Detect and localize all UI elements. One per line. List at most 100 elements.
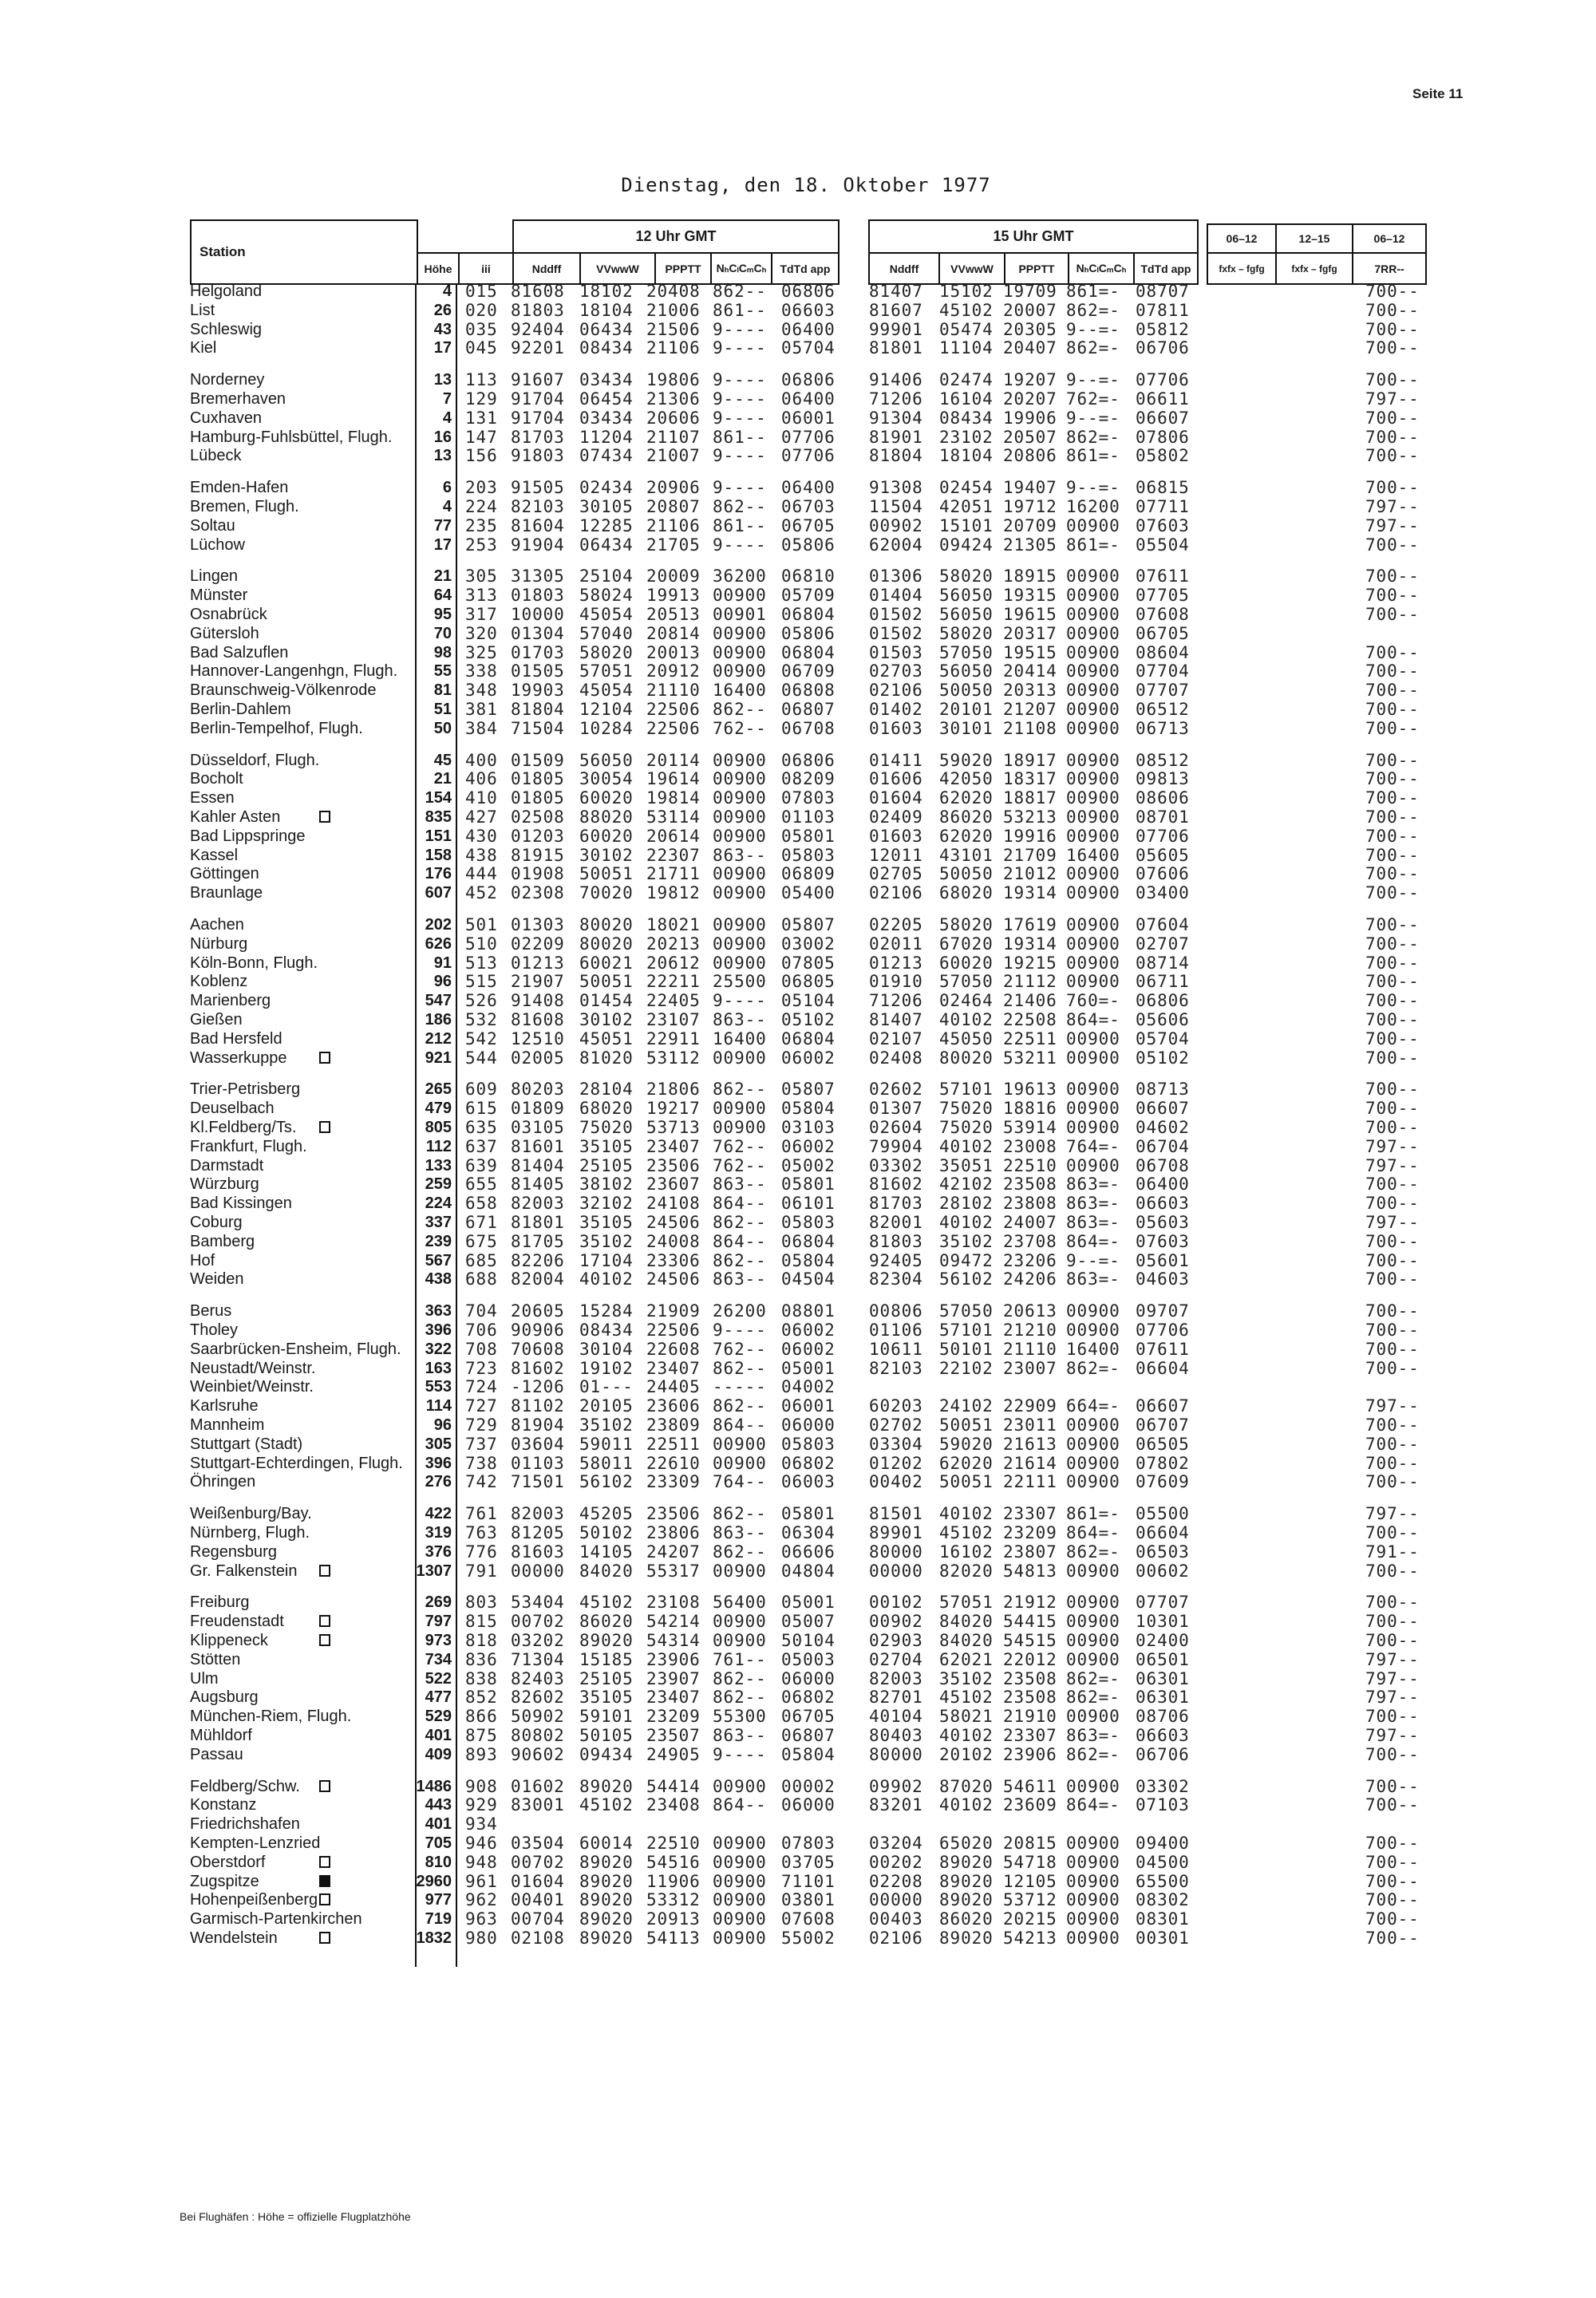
vvwww-15: 42102 [939,1175,994,1194]
station-name: Wendelstein [190,1929,278,1947]
station-name: Aachen [190,916,244,934]
clouds-15: 862=- [1066,427,1120,447]
station-name: München-Riem, Flugh. [190,1708,352,1726]
tdtd-15: 06603 [1136,1194,1190,1214]
ppptt-12: 23306 [646,1250,701,1270]
clouds-12: 36200 [713,567,767,586]
ppptt-15: 22909 [1003,1396,1057,1416]
clouds-12: 00900 [713,1871,767,1891]
vvwww-15: 45102 [939,1688,994,1708]
clouds-15: 864=- [1066,1795,1120,1815]
station-height: 265 [425,1080,452,1099]
precip-code: 797-- [1365,1668,1420,1688]
vvwww-12: 30102 [579,1010,634,1029]
nddff-15: 02107 [869,1029,923,1048]
station-height: 21 [433,770,452,788]
vvwww-15: 57051 [939,1593,994,1613]
tdtd-12: 06709 [781,661,836,681]
nddff-12: 01304 [511,623,565,643]
tdtd-12: 06603 [781,300,836,320]
nddff-12: 83001 [511,1795,565,1815]
vvwww-15: 57050 [939,972,994,992]
station-id-iii: 338 [465,661,498,681]
ppptt-12: 54516 [646,1852,701,1872]
nddff-12: 90906 [511,1321,565,1340]
nddff-12: 01805 [511,788,565,808]
tdtd-12: 06003 [781,1472,836,1492]
nddff-12: 82602 [511,1688,565,1708]
station-height: 977 [425,1891,452,1909]
tdtd-12: 05803 [781,1434,836,1454]
station-id-iii: 305 [465,567,498,586]
tdtd-12: 06002 [781,1321,836,1340]
vvwww-15: 28102 [939,1194,994,1214]
ppptt-15: 54515 [1003,1631,1057,1650]
station-id-iii: 320 [465,623,498,643]
clouds-12: 862-- [713,1080,767,1100]
tdtd-15: 08512 [1136,750,1190,770]
nddff-15: 81804 [869,446,923,466]
precip-code: 700-- [1365,1834,1420,1853]
tdtd-12: 03801 [781,1890,836,1910]
tdtd-12: 06805 [781,972,836,992]
ppptt-12: 23407 [646,1136,701,1156]
nddff-12: 82206 [511,1250,565,1270]
ppptt-15: 20317 [1003,623,1057,643]
station-id-iii: 961 [465,1871,498,1891]
station-height: 13 [433,371,452,389]
tdtd-15: 05802 [1136,446,1190,466]
clouds-15: 00900 [1066,661,1120,681]
vvwww-12: 84020 [579,1561,634,1581]
tdtd-12: 05102 [781,1010,836,1029]
ppptt-15: 23307 [1003,1504,1057,1524]
nddff-12: 82103 [511,497,565,516]
nddff-12: 02508 [511,807,565,827]
station-id-iii: 501 [465,915,498,934]
precip-code: 797-- [1365,1396,1420,1416]
vvwww-15: 84020 [939,1612,994,1632]
tdtd-15: 00301 [1136,1929,1190,1948]
vvwww-15: 82020 [939,1561,994,1581]
vvwww-15: 84020 [939,1631,994,1650]
vvwww-12: 70020 [579,883,634,903]
ppptt-15: 19712 [1003,497,1057,516]
vvwww-12: 80020 [579,915,634,934]
ppptt-15: 21108 [1003,718,1057,738]
precip-code: 700-- [1365,1301,1420,1321]
tdtd-12: 05804 [781,1744,836,1764]
vvwww-12: 35102 [579,1416,634,1435]
precip-code: 700-- [1365,282,1420,301]
precip-code: 700-- [1365,864,1420,884]
station-height: 26 [433,301,452,319]
station-id-iii: 929 [465,1795,498,1815]
station-id-iii: 015 [465,282,498,301]
vvwww-12: 89020 [579,1776,634,1796]
clouds-12: 00900 [713,1118,767,1137]
tdtd-15: 06706 [1136,338,1190,358]
open-square-marker-icon [319,1634,330,1646]
nddff-15: 79904 [869,1136,923,1156]
station-height: 91 [433,954,452,972]
vvwww-15: 05474 [939,319,994,339]
clouds-12: 9---- [713,446,767,466]
nddff-15: 81602 [869,1175,923,1194]
tdtd-12: 06000 [781,1668,836,1688]
nddff-12: 81405 [511,1175,565,1194]
tdtd-15: 07806 [1136,427,1190,447]
station-height: 337 [425,1214,452,1231]
station-id-iii: 980 [465,1929,498,1948]
tdtd-15: 07706 [1136,370,1190,390]
nddff-12: 71504 [511,718,565,738]
ppptt-15: 21207 [1003,700,1057,719]
precip-code: 700-- [1365,1080,1420,1100]
ppptt-12: 20114 [646,750,701,770]
tdtd-15: 06607 [1136,1396,1190,1416]
station-height: 21 [433,567,452,586]
nddff-12: 01602 [511,1776,565,1796]
ppptt-15: 19906 [1003,408,1057,428]
tdtd-12: 04002 [781,1377,836,1397]
tdtd-12: 05804 [781,1099,836,1119]
station-name: Frankfurt, Flugh. [190,1137,307,1155]
nddff-15: 02903 [869,1631,923,1650]
ppptt-12: 20009 [646,567,701,586]
